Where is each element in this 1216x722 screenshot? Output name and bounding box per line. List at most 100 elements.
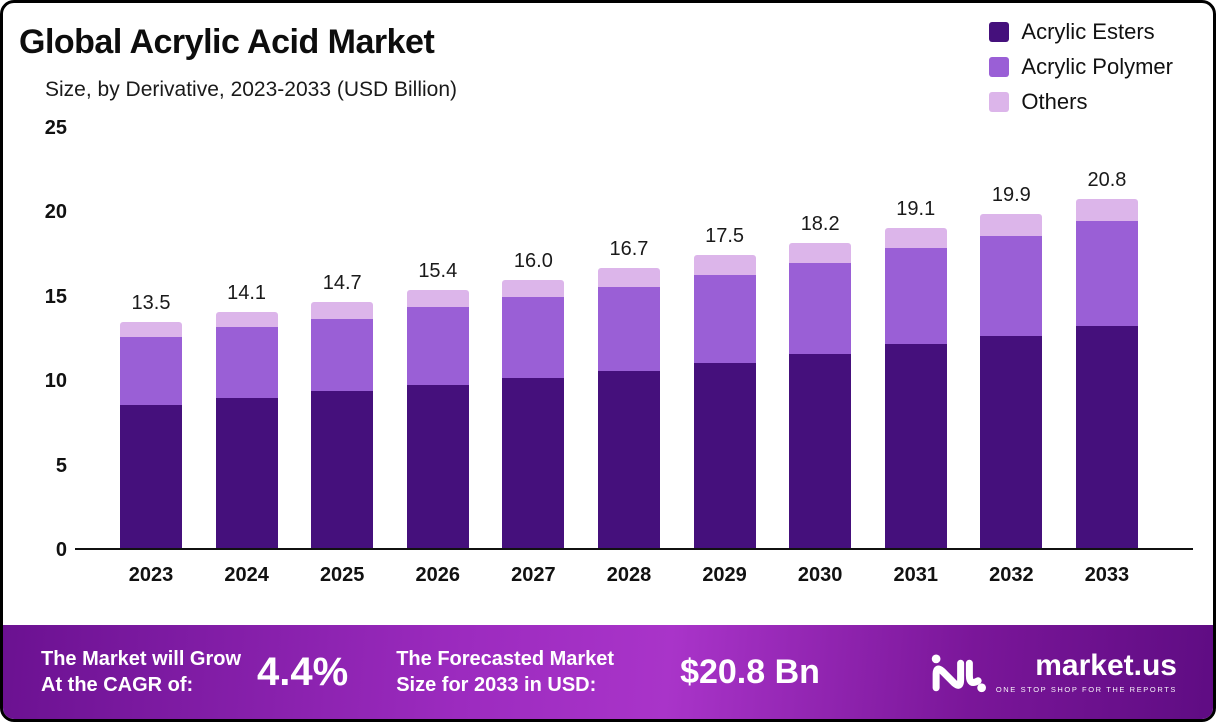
bar-group-2031: 19.1 [884, 197, 947, 550]
bar-segment-acrylic-esters [980, 335, 1043, 550]
bar-segment-others [311, 301, 374, 319]
bar-segment-acrylic-polymer [884, 247, 947, 345]
bars-row: 13.5 14.1 14.7 15.4 16.0 16.7 17.5 18.2 19.1 19.9… [75, 128, 1193, 550]
y-axis-tick: 10 [44, 370, 67, 393]
bar-group-2027: 16.0 [502, 249, 565, 550]
bar-segment-others [215, 312, 278, 328]
bar-segment-others [980, 214, 1043, 237]
market-us-logo-icon [931, 654, 986, 693]
legend-label: Acrylic Polymer [1021, 54, 1173, 79]
x-axis-label: 2025 [319, 564, 365, 586]
x-axis-label: 2028 [606, 564, 652, 586]
bar-segment-acrylic-polymer [502, 296, 565, 378]
bar-segment-acrylic-esters [120, 404, 182, 550]
bar-total-label: 19.9 [991, 184, 1031, 207]
y-axis-tick: 20 [44, 201, 67, 224]
bar-total-label: 14.1 [227, 282, 267, 305]
bar-segment-acrylic-esters [884, 344, 947, 550]
footer-banner: The Market will Grow At the CAGR of: 4.4… [3, 625, 1213, 719]
legend-swatch [989, 92, 1010, 112]
legend-item-acrylic-esters: Acrylic Esters [989, 19, 1173, 45]
bar-group-2029: 17.5 [693, 224, 756, 550]
bar-segment-acrylic-polymer [406, 307, 469, 385]
bars-area: 13.5 14.1 14.7 15.4 16.0 16.7 17.5 18.2 19.1 19.9… [75, 128, 1193, 550]
bar-segment-acrylic-esters [789, 354, 852, 550]
legend-swatch [989, 22, 1010, 42]
forecast-label: The Forecasted Market Size for 2033 in U… [396, 648, 615, 696]
bar-segment-acrylic-polymer [215, 327, 278, 399]
x-axis-label: 2026 [415, 564, 461, 586]
x-axis-label: 2033 [1084, 564, 1130, 586]
bar-segment-acrylic-polymer [1075, 220, 1138, 326]
x-axis-labels: 2023 2024 2025 2026 2027 2028 2029 2030 2031 2032… [75, 550, 1193, 587]
bar-total-label: 17.5 [705, 224, 745, 247]
bar-segment-acrylic-esters [406, 384, 469, 550]
bar-group-2033: 20.8 [1075, 168, 1138, 550]
y-axis: 0 5 10 15 20 25 [17, 117, 75, 561]
x-axis-label: 2030 [797, 564, 843, 586]
bar-group-2026: 15.4 [406, 260, 469, 550]
y-axis-tick: 25 [44, 117, 67, 139]
bar-segment-acrylic-esters [215, 398, 278, 550]
forecast-value: $20.8 Bn [680, 652, 820, 691]
y-axis-tick: 5 [55, 454, 67, 477]
bar-segment-acrylic-esters [1075, 325, 1138, 550]
bar-group-2023: 13.5 [120, 292, 182, 550]
bar-segment-acrylic-esters [311, 391, 374, 550]
bar-total-label: 13.5 [131, 292, 171, 315]
plot-area: 0 5 10 15 20 25 13.5 14.1 14.7 15.4 16.0 16.7 17.5 1… [17, 117, 1193, 561]
bar-segment-others [502, 279, 565, 297]
bar-segment-acrylic-polymer [789, 263, 852, 355]
bar-group-2028: 16.7 [597, 238, 660, 550]
legend-swatch [989, 57, 1010, 77]
legend-label: Acrylic Esters [1021, 19, 1155, 44]
bar-group-2030: 18.2 [789, 212, 852, 550]
bar-total-label: 18.2 [800, 212, 840, 235]
bar-segment-others [597, 268, 660, 287]
bar-segment-acrylic-polymer [693, 274, 756, 363]
bar-segment-acrylic-polymer [980, 236, 1043, 336]
y-axis-tick: 15 [44, 285, 67, 308]
legend: Acrylic Esters Acrylic Polymer Others [989, 19, 1173, 115]
bar-segment-acrylic-polymer [311, 318, 374, 392]
bar-group-2024: 14.1 [215, 282, 278, 550]
bar-segment-acrylic-esters [502, 377, 565, 550]
bar-group-2025: 14.7 [311, 272, 374, 550]
page-title: Global Acrylic Acid Market [19, 23, 435, 61]
bar-segment-acrylic-esters [597, 371, 660, 550]
bar-segment-others [406, 290, 469, 308]
x-axis-baseline [75, 548, 1193, 550]
bar-segment-others [693, 254, 756, 275]
y-axis-tick: 0 [55, 539, 67, 561]
bar-segment-others [120, 322, 182, 338]
legend-label: Others [1021, 89, 1088, 114]
bar-group-2032: 19.9 [980, 184, 1043, 550]
bar-total-label: 15.4 [418, 260, 458, 283]
bar-segment-acrylic-polymer [597, 286, 660, 372]
bar-total-label: 19.1 [896, 197, 936, 220]
bar-segment-others [884, 227, 947, 248]
cagr-label: The Market will Grow At the CAGR of: [41, 648, 242, 696]
cagr-value: 4.4% [257, 649, 349, 694]
brand-tagline: ONE STOP SHOP FOR THE REPORTS [995, 684, 1177, 694]
bar-total-label: 20.8 [1087, 168, 1127, 191]
bar-chart: 0 5 10 15 20 25 13.5 14.1 14.7 15.4 16.0 16.7 17.5 1… [17, 117, 1193, 587]
brand-name: market.us [1035, 648, 1177, 682]
bar-total-label: 16.7 [609, 238, 649, 261]
bar-total-label: 16.0 [513, 249, 553, 272]
logo-text: market.us ONE STOP SHOP FOR THE REPORTS [995, 648, 1177, 694]
bar-segment-acrylic-esters [693, 362, 756, 550]
page-subtitle: Size, by Derivative, 2023-2033 (USD Bill… [45, 78, 458, 101]
legend-item-others: Others [989, 89, 1173, 115]
x-axis-label: 2027 [511, 564, 556, 586]
bar-segment-others [1075, 198, 1138, 221]
x-axis-label: 2029 [702, 564, 747, 586]
legend-item-acrylic-polymer: Acrylic Polymer [989, 54, 1173, 80]
x-axis-label: 2031 [893, 564, 939, 586]
x-axis-label: 2023 [128, 564, 174, 586]
x-axis-label: 2024 [224, 564, 269, 586]
chart-header: Global Acrylic Acid Market Size, by Deri… [19, 23, 457, 102]
bar-segment-others [789, 242, 852, 264]
market-us-logo[interactable]: market.us ONE STOP SHOP FOR THE REPORTS [930, 650, 1177, 694]
